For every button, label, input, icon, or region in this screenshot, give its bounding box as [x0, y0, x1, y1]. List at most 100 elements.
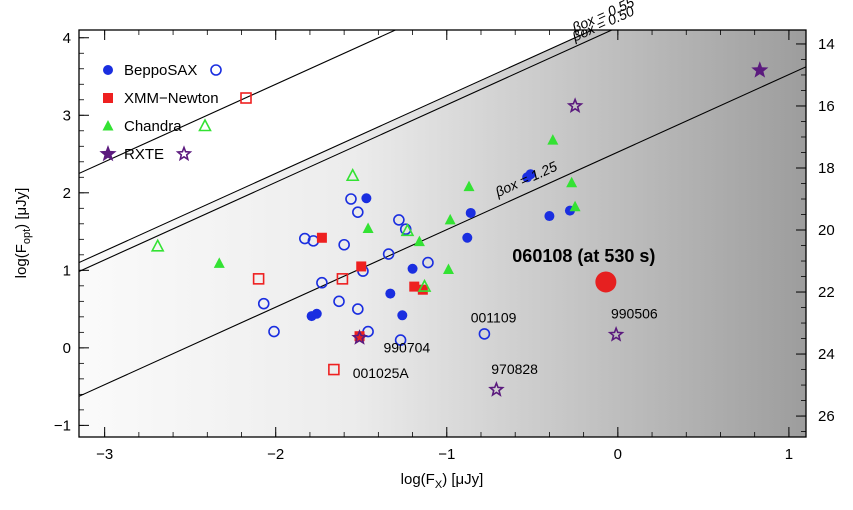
- xmm-newton-open-point: [252, 273, 265, 285]
- legend-symbol-open: [240, 92, 252, 104]
- beta-ox-lines: [79, 30, 806, 397]
- chandra-filled-point: [566, 176, 578, 188]
- xmm-newton-open-point: [328, 363, 340, 376]
- y-tick-label: 1: [63, 262, 71, 279]
- rxte-filled-point: [751, 61, 769, 78]
- beta-ox-line: [79, 30, 397, 175]
- beta-ox-line: [79, 30, 614, 273]
- right-tick-label: 16: [818, 98, 835, 115]
- rxte-open-point: [607, 326, 625, 342]
- y-tick-label: 4: [63, 30, 71, 47]
- right-tick-label: 26: [818, 408, 835, 425]
- y-tick-label: 3: [63, 107, 71, 124]
- legend-symbol-filled: [103, 65, 113, 75]
- bepposax-open-point: [382, 248, 395, 260]
- bepposax-filled-point: [465, 207, 476, 218]
- data-points: [150, 61, 769, 397]
- x-tick-label: 0: [614, 446, 622, 463]
- highlight-label: 060108 (at 530 s): [512, 246, 655, 266]
- beta-ox-line: [79, 66, 806, 397]
- point-annotation: 970828: [491, 361, 538, 377]
- xmm-newton-filled-point: [417, 284, 428, 295]
- x-tick-label: −1: [438, 446, 455, 463]
- legend-label: Chandra: [124, 118, 182, 135]
- point-annotation: 001109: [471, 309, 517, 325]
- xmm-newton-filled-point: [356, 261, 367, 272]
- bepposax-open-point: [393, 214, 405, 226]
- rxte-open-point: [566, 97, 584, 113]
- bepposax-filled-point: [525, 169, 536, 180]
- beta-ox-line: [79, 30, 594, 264]
- bepposax-filled-point: [385, 288, 396, 299]
- legend-symbol-open: [210, 64, 222, 76]
- legend-symbol-filled: [99, 145, 117, 162]
- bepposax-filled-point: [311, 308, 322, 319]
- bepposax-open-point: [352, 303, 364, 315]
- x-tick-label: −3: [96, 446, 113, 463]
- legend-label: XMM−Newton: [124, 90, 219, 107]
- xmm-newton-filled-point: [354, 331, 365, 342]
- rxte-open-point: [351, 329, 368, 345]
- bepposax-open-point: [394, 334, 407, 346]
- plot-frame: [78, 29, 807, 438]
- right-tick-label: 24: [818, 346, 835, 363]
- chandra-filled-point: [442, 263, 454, 275]
- chandra-open-point: [345, 168, 360, 182]
- chandra-filled-point: [569, 200, 581, 212]
- bepposax-open-point: [478, 328, 491, 340]
- chandra-open-point: [150, 238, 165, 252]
- bepposax-open-point: [352, 206, 364, 218]
- bepposax-filled-point: [361, 193, 372, 204]
- xmm-newton-filled-point: [409, 281, 420, 292]
- chandra-filled-point: [362, 222, 374, 233]
- chandra-filled-point: [213, 257, 225, 268]
- y-axis-title: log(Fopt) [μJy]: [13, 188, 33, 279]
- xmm-newton-filled-point: [316, 232, 327, 243]
- bepposax-filled-point: [397, 310, 408, 321]
- legend-symbol-filled: [102, 120, 114, 131]
- rxte-open-point: [488, 381, 505, 397]
- x-axis-title: log(FX) [μJy]: [401, 471, 484, 491]
- legend-symbol-filled: [103, 93, 113, 103]
- bepposax-open-point: [399, 223, 412, 236]
- chandra-filled-point: [547, 134, 559, 145]
- bepposax-open-point: [422, 256, 434, 269]
- point-annotation: 001025A: [353, 365, 410, 381]
- legend-label: RXTE: [124, 146, 164, 163]
- bepposax-open-point: [268, 325, 280, 338]
- y-tick-label: 2: [63, 185, 71, 202]
- x-tick-label: −2: [267, 446, 284, 463]
- chandra-filled-point: [444, 213, 456, 225]
- legend-symbol-open: [198, 118, 212, 132]
- right-tick-label: 22: [818, 284, 835, 301]
- chandra-open-point: [417, 278, 432, 292]
- y-tick-label: 0: [63, 340, 71, 357]
- chandra-filled-point: [413, 235, 425, 247]
- right-tick-label: 14: [818, 36, 835, 53]
- bepposax-filled-point: [407, 263, 418, 274]
- legend-symbol-open: [175, 145, 193, 162]
- bepposax-open-point: [333, 295, 345, 308]
- right-tick-label: 18: [818, 160, 835, 177]
- axes: −3 −2 −1 0 1 −1 0 1 2 3 4 14 16 18 20 22 24 26: [54, 29, 835, 463]
- bepposax-filled-point: [462, 232, 473, 243]
- bepposax-filled-point: [544, 211, 555, 222]
- xmm-newton-open-point: [336, 273, 349, 285]
- bepposax-open-point: [257, 297, 270, 310]
- chandra-filled-point: [463, 180, 475, 192]
- point-annotation: 990506: [611, 305, 658, 321]
- chandra-open-point: [400, 223, 415, 237]
- y-tick-label: −1: [54, 417, 71, 434]
- x-tick-label: 1: [785, 446, 793, 463]
- legend-label: BeppoSAX: [124, 62, 197, 79]
- right-tick-label: 20: [818, 222, 835, 239]
- bepposax-open-point: [316, 276, 328, 289]
- bepposax-open-point: [345, 193, 357, 205]
- bepposax-open-point: [338, 238, 350, 251]
- highlight-point: [595, 271, 617, 293]
- point-annotation: 990704: [383, 339, 430, 355]
- legend: BeppoSAX XMM−Newton Chandra RXTE: [99, 62, 252, 163]
